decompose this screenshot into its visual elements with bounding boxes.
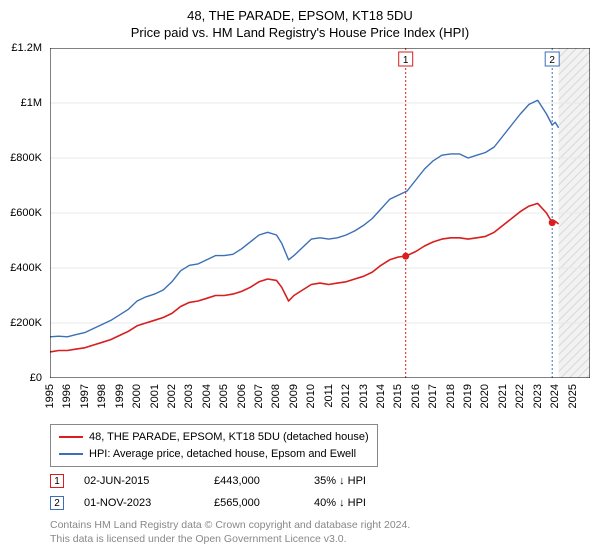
chart-svg: 12 [50, 48, 590, 378]
y-axis-label: £400K [10, 262, 42, 274]
marker-diff: 40% ↓ HPI [314, 497, 434, 509]
x-axis-label: 2004 [201, 384, 213, 408]
marker-price: £443,000 [214, 475, 314, 487]
y-axis-label: £1M [21, 97, 42, 109]
svg-text:2: 2 [549, 55, 555, 66]
y-axis-label: £800K [10, 152, 42, 164]
marker-diff: 35% ↓ HPI [314, 475, 434, 487]
footer-line: This data is licensed under the Open Gov… [50, 532, 410, 546]
x-axis-label: 2022 [514, 384, 526, 408]
x-axis-label: 2007 [253, 384, 265, 408]
legend-label: HPI: Average price, detached house, Epso… [89, 446, 356, 463]
x-axis-label: 2017 [427, 384, 439, 408]
x-axis-label: 2023 [532, 384, 544, 408]
x-axis-label: 2025 [567, 384, 579, 408]
footer-line: Contains HM Land Registry data © Crown c… [50, 518, 410, 532]
x-axis-label: 2009 [288, 384, 300, 408]
x-axis-label: 2005 [218, 384, 230, 408]
legend-item: 48, THE PARADE, EPSOM, KT18 5DU (detache… [59, 429, 369, 446]
x-axis-label: 2015 [392, 384, 404, 408]
marker-badge: 2 [50, 496, 64, 510]
x-axis-label: 2019 [462, 384, 474, 408]
chart-container: 48, THE PARADE, EPSOM, KT18 5DU Price pa… [0, 0, 600, 560]
x-axis-label: 2002 [166, 384, 178, 408]
legend-label: 48, THE PARADE, EPSOM, KT18 5DU (detache… [89, 429, 369, 446]
x-axis-label: 2003 [183, 384, 195, 408]
x-axis-label: 2000 [131, 384, 143, 408]
x-axis-label: 1996 [61, 384, 73, 408]
svg-text:1: 1 [403, 55, 409, 66]
legend: 48, THE PARADE, EPSOM, KT18 5DU (detache… [50, 424, 378, 467]
x-axis-label: 2021 [497, 384, 509, 408]
legend-swatch [59, 453, 83, 455]
x-axis-label: 1999 [114, 384, 126, 408]
marker-date: 01-NOV-2023 [84, 497, 214, 509]
chart-subtitle: Price paid vs. HM Land Registry's House … [0, 23, 600, 44]
y-axis-label: £600K [10, 207, 42, 219]
chart-area: 12 £0£200K£400K£600K£800K£1M£1.2M1995199… [50, 48, 590, 378]
marker-table: 1 02-JUN-2015 £443,000 35% ↓ HPI 2 01-NO… [50, 470, 434, 514]
marker-row: 2 01-NOV-2023 £565,000 40% ↓ HPI [50, 492, 434, 514]
x-axis-label: 2006 [236, 384, 248, 408]
legend-swatch [59, 436, 83, 438]
x-axis-label: 1997 [79, 384, 91, 408]
y-axis-label: £1.2M [11, 42, 42, 54]
x-axis-label: 2020 [479, 384, 491, 408]
x-axis-label: 2001 [149, 384, 161, 408]
x-axis-label: 2016 [410, 384, 422, 408]
x-axis-label: 2013 [358, 384, 370, 408]
x-axis-label: 2011 [323, 384, 335, 408]
x-axis-label: 1995 [44, 384, 56, 408]
marker-date: 02-JUN-2015 [84, 475, 214, 487]
x-axis-label: 2010 [305, 384, 317, 408]
x-axis-label: 1998 [96, 384, 108, 408]
x-axis-label: 2024 [549, 384, 561, 408]
legend-item: HPI: Average price, detached house, Epso… [59, 446, 369, 463]
marker-price: £565,000 [214, 497, 314, 509]
x-axis-label: 2014 [375, 384, 387, 408]
marker-row: 1 02-JUN-2015 £443,000 35% ↓ HPI [50, 470, 434, 492]
footer: Contains HM Land Registry data © Crown c… [50, 518, 410, 546]
y-axis-label: £0 [30, 372, 42, 384]
x-axis-label: 2012 [340, 384, 352, 408]
y-axis-label: £200K [10, 317, 42, 329]
chart-title: 48, THE PARADE, EPSOM, KT18 5DU [0, 0, 600, 23]
x-axis-label: 2018 [445, 384, 457, 408]
marker-badge: 1 [50, 474, 64, 488]
x-axis-label: 2008 [270, 384, 282, 408]
